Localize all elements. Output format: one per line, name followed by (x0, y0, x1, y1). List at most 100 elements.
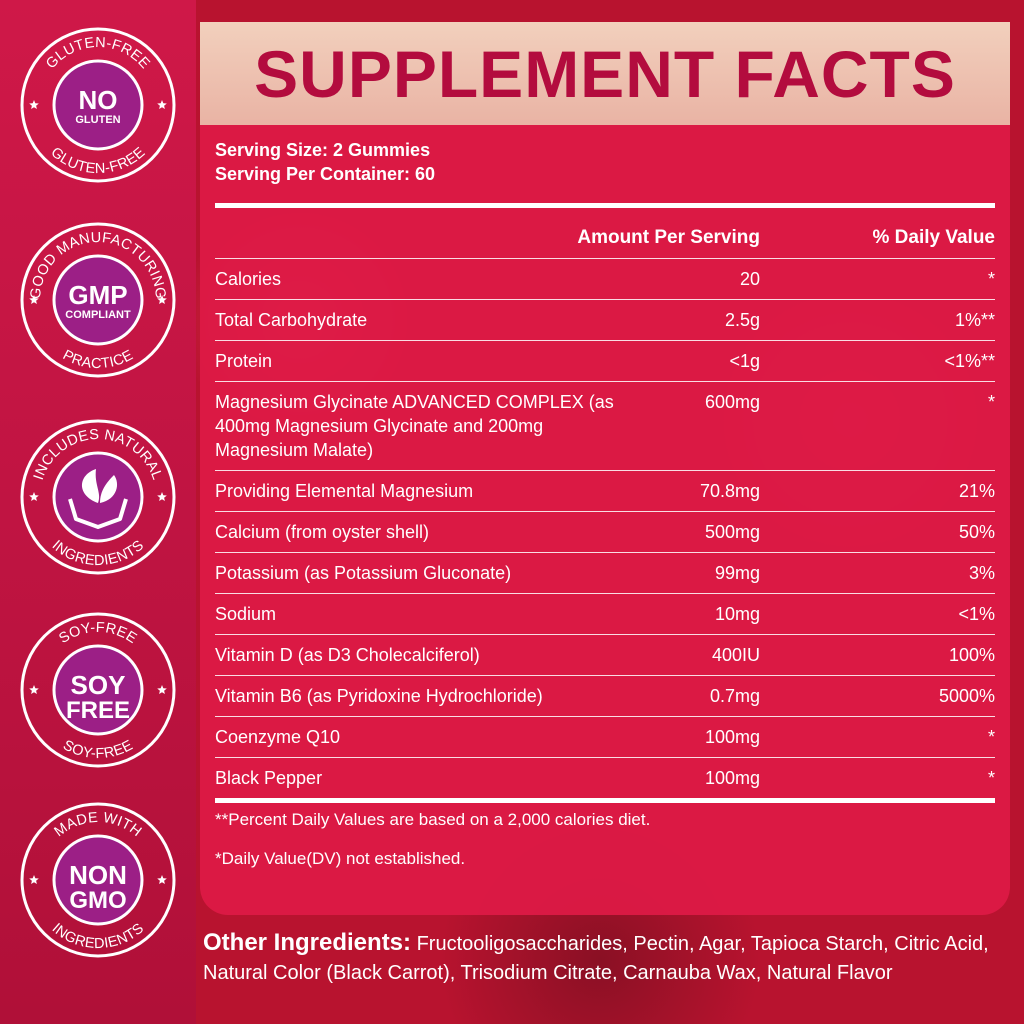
daily-value: 1%** (954, 310, 995, 330)
amount: 10mg (714, 604, 760, 624)
nutrient: Providing Elemental Magnesium (215, 481, 474, 501)
table-row: Black Pepper 100mg * (215, 757, 995, 798)
icon-leaf (82, 469, 100, 503)
star (157, 295, 167, 304)
daily-value: <1% (958, 604, 995, 624)
badge-center-main: NO (79, 85, 118, 115)
star (157, 875, 167, 884)
other-ingredients: Other Ingredients: Fructooligosaccharide… (203, 928, 1018, 988)
amount: 70.8mg (699, 481, 760, 501)
badge-center-main: GMP (68, 280, 127, 310)
badge-ring (20, 222, 176, 378)
badge-ring (20, 802, 176, 958)
table-row: Potassium (as Potassium Gluconate) 99mg 3% (215, 552, 995, 593)
footnote: **Percent Daily Values are based on a 2,… (215, 810, 651, 829)
nutrient: Vitamin B6 (as Pyridoxine Hydrochloride) (215, 686, 543, 706)
amount: 600mg (704, 392, 760, 412)
daily-value: * (987, 392, 995, 412)
badge-center-main: NON (69, 860, 127, 890)
serving: Serving Size: 2 Gummies Serving Per Cont… (215, 138, 435, 186)
badge-core (52, 834, 144, 926)
daily-value: 5000% (938, 686, 995, 706)
facts-panel: SUPPLEMENT FACTS Serving Size: 2 Gummies… (200, 22, 1010, 915)
badge-core (52, 59, 144, 151)
facts-table: Amount Per Serving % Daily Value Calorie… (215, 203, 995, 803)
badge-center-sub: COMPLIANT (65, 309, 131, 321)
star (29, 875, 39, 884)
icon-leaf (100, 475, 118, 503)
table-row: Vitamin D (as D3 Cholecalciferol) 400IU 10… (215, 634, 995, 675)
badge-ring (20, 419, 176, 575)
badge-top-text: SOY-FREE (56, 620, 139, 647)
nutrient: Coenzyme Q10 (215, 727, 341, 747)
badge-top: SOY-FREE (56, 620, 139, 647)
star (157, 492, 167, 501)
star (29, 685, 39, 694)
serving-size: Serving Size: 2 Gummies (215, 140, 431, 160)
star (157, 685, 167, 694)
amount: 0.7mg (709, 686, 760, 706)
daily-value: 21% (958, 481, 995, 501)
amount: 400IU (711, 645, 760, 665)
amount: 100mg (704, 768, 760, 788)
other-label: Other Ingredients: (203, 929, 412, 956)
star (29, 295, 39, 304)
table-row: Coenzyme Q10 100mg * (215, 716, 995, 757)
badge-bottom: SOY-FREE (60, 737, 135, 762)
badge-center-sub: GMO (69, 887, 126, 914)
nutrient: Vitamin D (as D3 Cholecalciferol) (215, 645, 480, 665)
amount: 500mg (704, 522, 760, 542)
badge-center-sub: FREE (66, 697, 130, 724)
footnotes: **Percent Daily Values are based on a 2,… (215, 800, 650, 878)
nutrient: Calories (215, 269, 282, 289)
table-row: Magnesium Glycinate ADVANCED COMPLEX (as… (215, 381, 995, 470)
serving-per-container: Serving Per Container: 60 (215, 164, 436, 184)
nutrient: Potassium (as Potassium Gluconate) (215, 563, 512, 583)
footnote: *Daily Value(DV) not established. (215, 849, 466, 868)
badge-core (52, 644, 144, 736)
daily-value: 100% (948, 645, 995, 665)
nutrient: Black Pepper (215, 768, 323, 788)
table-row: Calcium (from oyster shell) 500mg 50% (215, 511, 995, 552)
table-row: Total Carbohydrate 2.5g 1%** (215, 299, 995, 340)
nutrient: Magnesium Glycinate ADVANCED COMPLEX (as… (215, 392, 614, 460)
badge-center-main: SOY (71, 670, 126, 700)
table-header: Amount Per Serving % Daily Value (215, 208, 995, 258)
star (157, 100, 167, 109)
icon-hands (68, 498, 128, 529)
table-row: Sodium 10mg <1% (215, 593, 995, 634)
other-text: Fructooligosaccharides, Pectin, Agar, Ta… (203, 933, 989, 984)
daily-value: * (987, 269, 995, 289)
badge-bottom: PRACTICE (60, 347, 136, 372)
table-row: Protein <1g <1%** (215, 340, 995, 381)
header-dv: % Daily Value (872, 227, 995, 248)
daily-value: <1%** (944, 351, 995, 371)
nutrient: Total Carbohydrate (215, 310, 368, 330)
title-box: SUPPLEMENT FACTS (200, 22, 1010, 125)
title: SUPPLEMENT FACTS (254, 36, 956, 111)
nutrient: Protein (215, 351, 273, 371)
badge-core (52, 254, 144, 346)
table-row: Calories 20 * (215, 258, 995, 299)
daily-value: 50% (958, 522, 995, 542)
amount: 100mg (704, 727, 760, 747)
badge-bottom-text: PRACTICE (60, 347, 136, 372)
nutrient: Calcium (from oyster shell) (215, 522, 430, 542)
star (29, 100, 39, 109)
table-row: Providing Elemental Magnesium 70.8mg 21% (215, 470, 995, 511)
badge-center-sub: GLUTEN (75, 114, 120, 126)
daily-value: * (987, 727, 995, 747)
nutrient: Sodium (215, 604, 277, 624)
badge-bottom-text: SOY-FREE (60, 737, 135, 762)
daily-value: * (987, 768, 995, 788)
badge-ring (20, 612, 176, 768)
amount: 20 (739, 269, 760, 289)
amount: 2.5g (724, 310, 760, 330)
